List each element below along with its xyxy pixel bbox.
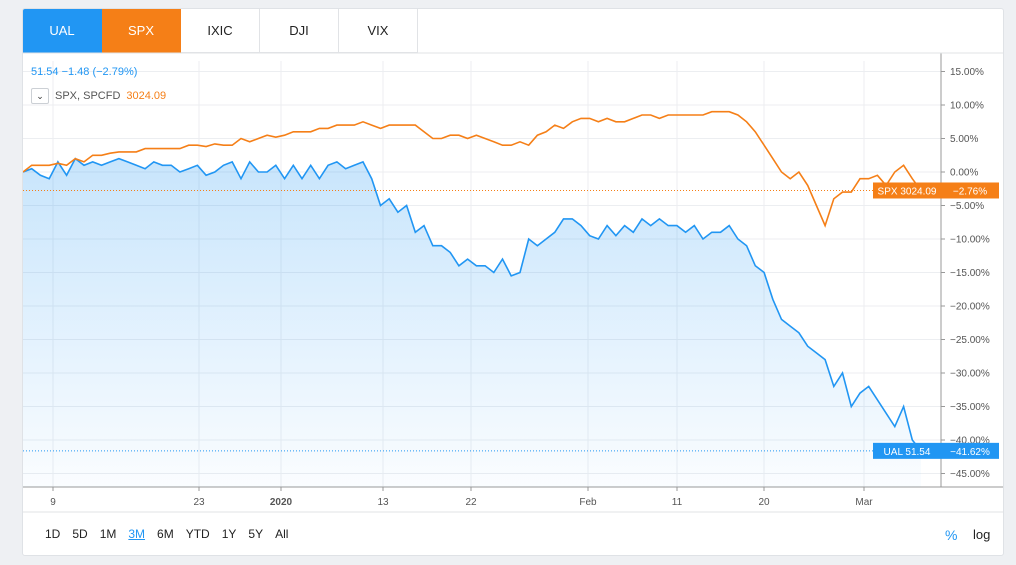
log-scale-toggle[interactable]: log [973, 527, 991, 542]
range-1y[interactable]: 1Y [221, 527, 237, 541]
range-6m[interactable]: 6M [157, 527, 174, 541]
spx-badge-label-bg [873, 182, 941, 199]
y-tick-label: 0.00% [950, 168, 978, 179]
spx-legend-name: SPX, SPCFD [55, 90, 121, 102]
spx-legend-value: 3024.09 [126, 90, 167, 102]
spx-badge-pct-bg [941, 182, 999, 199]
chart-card: UAL SPX IXIC DJI VIX 15.00% 10.00% 5.00% 0.… [22, 8, 1004, 556]
ual-badge-pct-bg [941, 442, 999, 459]
spx-legend: ⌄ SPX, SPCFD 3024.09 [31, 88, 166, 104]
x-tick-label: 13 [377, 497, 389, 508]
x-tick-label: Feb [579, 497, 597, 508]
y-tick-label: −30.00% [950, 369, 990, 380]
x-tick-label: 11 [672, 497, 683, 508]
y-tick-label: −40.00% [950, 436, 990, 447]
ual-badge-label: UAL 51.54 [884, 447, 931, 458]
x-tick-label: 2020 [270, 497, 293, 508]
y-tick-label: 10.00% [950, 101, 984, 112]
ual-badge-label-bg [873, 442, 941, 459]
price-chart[interactable]: 15.00% 10.00% 5.00% 0.00% −5.00% −10.00% −15.0… [23, 9, 1003, 555]
y-tick-label: 15.00% [950, 67, 984, 78]
range-selector: 1D 5D 1M 3M 6M YTD 1Y 5Y All [39, 527, 294, 541]
y-tick-label: −10.00% [950, 235, 990, 246]
x-tick-label: 23 [193, 497, 205, 508]
range-all[interactable]: All [275, 527, 289, 541]
range-1d[interactable]: 1D [45, 527, 61, 541]
x-tick-label: 20 [758, 497, 770, 508]
y-tick-label: −35.00% [950, 402, 990, 413]
x-tick-label: Mar [855, 497, 873, 508]
y-tick-label: −25.00% [950, 335, 990, 346]
spx-badge-pct: −2.76% [953, 186, 987, 197]
range-3m[interactable]: 3M [128, 527, 146, 541]
spx-line [23, 110, 922, 228]
y-tick-label: 5.00% [950, 134, 978, 145]
range-ytd[interactable]: YTD [185, 527, 210, 541]
ual-legend: 51.54 −1.48 (−2.79%) [31, 66, 138, 78]
range-1m[interactable]: 1M [99, 527, 117, 541]
ual-badge-pct: −41.62% [950, 447, 990, 458]
tab-ual[interactable]: UAL [23, 9, 102, 53]
y-tick-label: −45.00% [950, 469, 990, 480]
y-tick-label: −15.00% [950, 268, 990, 279]
percent-scale-toggle[interactable]: % [945, 527, 958, 543]
x-tick-label: 22 [465, 497, 477, 508]
spx-badge-label: SPX 3024.09 [878, 186, 937, 197]
y-tick-label: −5.00% [950, 201, 984, 212]
tab-spx[interactable]: SPX [102, 9, 181, 53]
ual-area [23, 158, 921, 487]
range-5d[interactable]: 5D [72, 527, 88, 541]
x-tick-label: 9 [50, 497, 56, 508]
chevron-down-icon[interactable]: ⌄ [31, 88, 49, 104]
range-5y[interactable]: 5Y [248, 527, 264, 541]
y-tick-label: −20.00% [950, 302, 990, 313]
ual-line [23, 157, 922, 452]
